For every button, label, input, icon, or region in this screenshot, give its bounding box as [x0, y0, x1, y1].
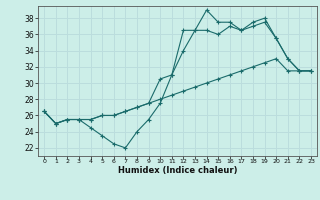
X-axis label: Humidex (Indice chaleur): Humidex (Indice chaleur)	[118, 166, 237, 175]
